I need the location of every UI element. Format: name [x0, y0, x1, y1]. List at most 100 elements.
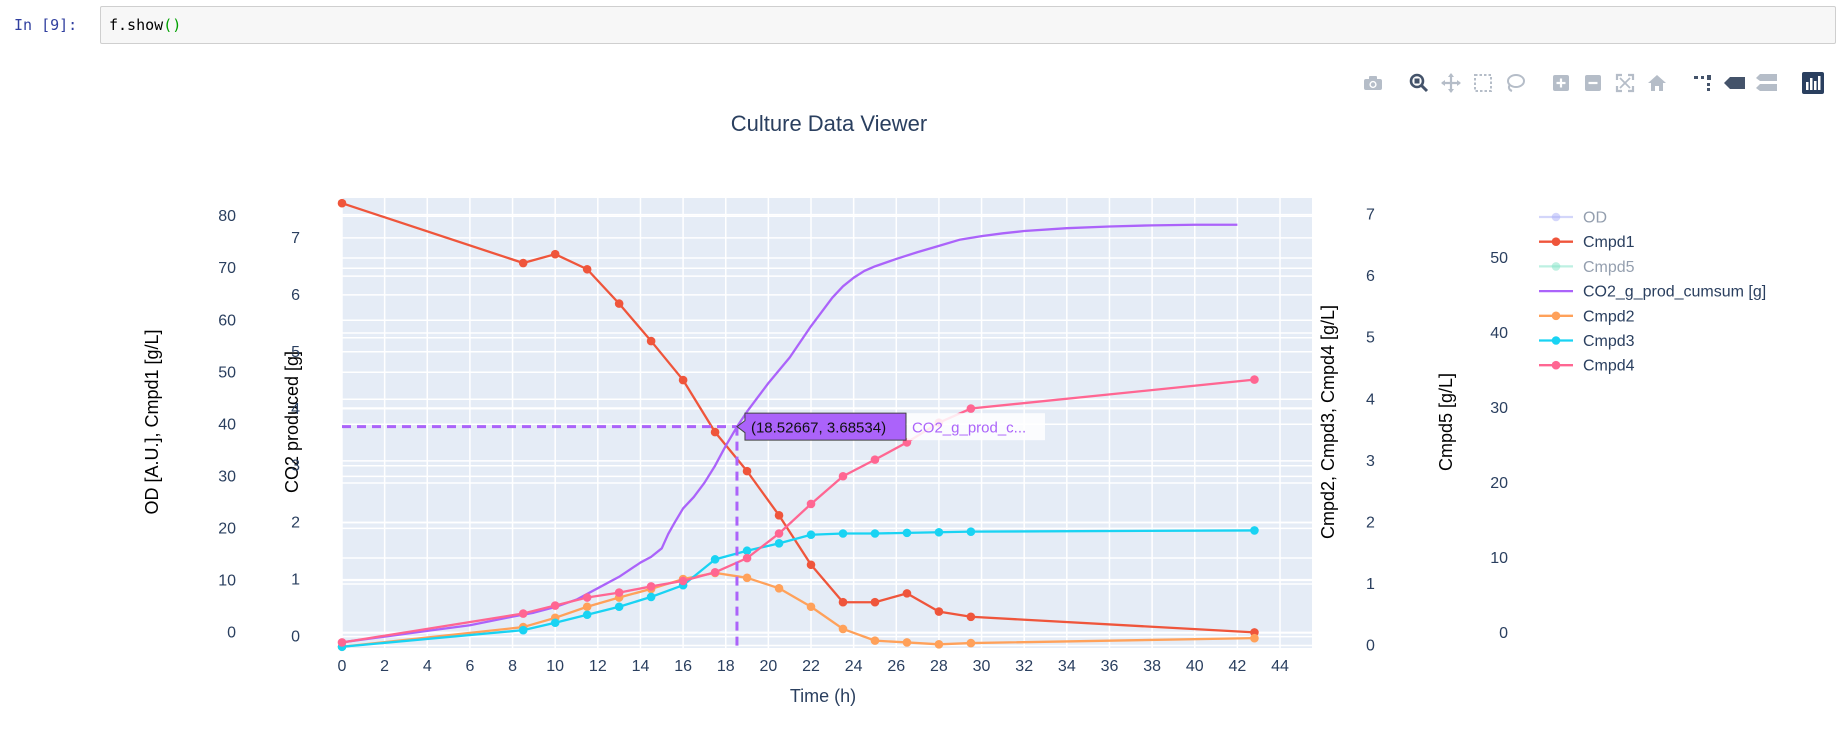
data-point[interactable]	[902, 589, 912, 598]
data-point[interactable]	[550, 618, 560, 628]
data-point[interactable]	[742, 546, 752, 556]
data-point[interactable]	[966, 612, 976, 622]
data-point[interactable]	[646, 336, 656, 346]
data-point[interactable]	[678, 576, 688, 586]
data-point[interactable]	[550, 249, 560, 259]
data-point[interactable]	[710, 427, 720, 437]
data-point[interactable]	[806, 560, 816, 570]
legend-marker	[1551, 237, 1561, 246]
y4-tick-label: 20	[1490, 475, 1508, 492]
data-point[interactable]	[902, 638, 912, 647]
data-point[interactable]	[582, 264, 592, 274]
x-tick-label: 38	[1143, 658, 1161, 675]
data-point[interactable]	[934, 527, 944, 537]
y1-tick-label: 50	[218, 364, 236, 381]
x-tick-label: 2	[380, 658, 389, 675]
data-point[interactable]	[902, 528, 912, 538]
legend-label: Cmpd3	[1583, 333, 1635, 350]
data-point[interactable]	[710, 567, 720, 577]
data-point[interactable]	[774, 583, 784, 593]
zoom-icon[interactable]	[1406, 71, 1432, 95]
legend-label: Cmpd1	[1583, 234, 1635, 251]
data-point[interactable]	[646, 582, 656, 591]
legend: OD Cmpd1 Cmpd5 CO2_g_prod_cumsum [g] Cmpd2 Cm…	[1539, 210, 1766, 375]
x-tick-label: 42	[1228, 658, 1246, 675]
plotly-logo-icon[interactable]	[1800, 71, 1826, 95]
data-point[interactable]	[934, 640, 944, 649]
autoscale-icon[interactable]	[1612, 71, 1638, 95]
data-point[interactable]	[742, 553, 752, 563]
data-point[interactable]	[742, 573, 752, 583]
data-point[interactable]	[614, 588, 624, 597]
legend-item[interactable]: OD	[1539, 210, 1607, 227]
data-point[interactable]	[518, 625, 528, 635]
data-point[interactable]	[710, 555, 720, 564]
legend-item[interactable]: Cmpd2	[1539, 308, 1635, 325]
hover-closest-icon[interactable]	[1722, 71, 1748, 95]
data-point[interactable]	[806, 602, 816, 612]
data-point[interactable]	[838, 471, 848, 481]
data-point[interactable]	[774, 539, 784, 548]
data-point[interactable]	[337, 198, 347, 208]
legend-item[interactable]: Cmpd1	[1539, 234, 1635, 251]
data-point[interactable]	[518, 609, 528, 618]
data-point[interactable]	[774, 529, 784, 538]
data-point[interactable]	[870, 455, 880, 464]
y1-tick-label: 70	[218, 260, 236, 277]
hover-box	[736, 412, 907, 441]
x-tick-label: 22	[802, 658, 820, 675]
data-point[interactable]	[337, 638, 347, 647]
data-point[interactable]	[966, 527, 976, 536]
data-point[interactable]	[838, 624, 848, 634]
y2-tick-label: 0	[291, 629, 300, 646]
legend-item[interactable]: Cmpd4	[1539, 358, 1635, 375]
x-axis-title: Time (h)	[790, 686, 856, 706]
legend-item[interactable]: Cmpd3	[1539, 333, 1635, 350]
hover-compare-icon[interactable]	[1754, 71, 1780, 95]
x-tick-label: 34	[1058, 658, 1076, 675]
data-point[interactable]	[838, 597, 848, 607]
pan-icon[interactable]	[1438, 71, 1464, 95]
data-point[interactable]	[646, 592, 656, 602]
data-point[interactable]	[1250, 633, 1259, 643]
data-point[interactable]	[966, 638, 976, 648]
legend-label: OD	[1583, 210, 1607, 227]
data-point[interactable]	[614, 299, 624, 308]
x-tick-label: 24	[845, 658, 863, 675]
data-point[interactable]	[582, 610, 592, 620]
zoom-out-icon[interactable]	[1580, 71, 1606, 95]
legend-item[interactable]: CO2_g_prod_cumsum [g]	[1539, 284, 1766, 301]
data-point[interactable]	[582, 602, 592, 612]
spike-lines-icon[interactable]	[1690, 71, 1716, 95]
data-point[interactable]	[806, 530, 816, 540]
data-point[interactable]	[742, 466, 752, 476]
code-cell-input[interactable]: f.show()	[100, 6, 1836, 44]
data-point[interactable]	[870, 636, 880, 645]
box-select-icon[interactable]	[1470, 71, 1496, 95]
data-point[interactable]	[934, 607, 944, 616]
camera-icon[interactable]	[1360, 71, 1386, 95]
data-point[interactable]	[1250, 375, 1259, 384]
y3-tick-label: 3	[1366, 453, 1375, 470]
data-point[interactable]	[614, 602, 624, 612]
y1-tick-label: 40	[218, 416, 236, 433]
data-point[interactable]	[870, 529, 880, 538]
data-point[interactable]	[1250, 526, 1259, 535]
y4-tick-label: 50	[1490, 250, 1508, 267]
legend-marker	[1551, 336, 1561, 345]
lasso-select-icon[interactable]	[1502, 71, 1528, 95]
data-point[interactable]	[774, 511, 784, 520]
zoom-in-icon[interactable]	[1548, 71, 1574, 95]
data-point[interactable]	[806, 499, 816, 509]
y1-tick-label: 60	[218, 312, 236, 329]
data-point[interactable]	[582, 593, 592, 602]
data-point[interactable]	[550, 601, 560, 610]
legend-item[interactable]: Cmpd5	[1539, 259, 1635, 276]
reset-axes-icon[interactable]	[1644, 71, 1670, 95]
data-point[interactable]	[678, 375, 688, 385]
data-point[interactable]	[966, 404, 976, 413]
data-point[interactable]	[838, 529, 848, 538]
data-point[interactable]	[518, 258, 528, 268]
data-point[interactable]	[870, 597, 880, 607]
